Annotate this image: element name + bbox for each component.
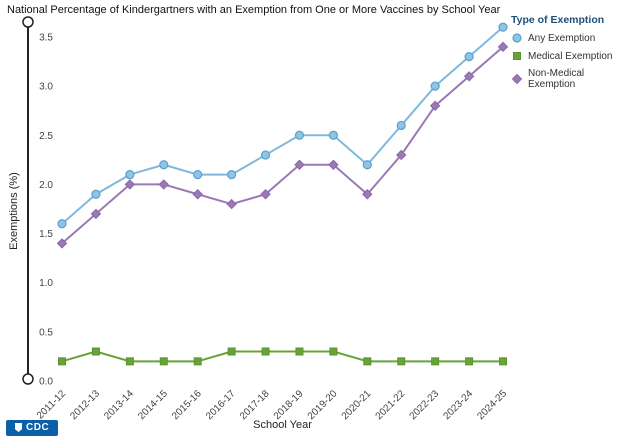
x-tick-label: 2014-15 — [136, 388, 170, 422]
y-tick-label: 1.5 — [39, 229, 53, 240]
data-point — [227, 170, 237, 180]
data-point — [260, 150, 271, 160]
data-point — [227, 347, 236, 356]
legend-title: Type of Exemption — [511, 14, 605, 26]
cdc-logo-text: CDC — [26, 422, 50, 433]
x-tick-label: 2020-21 — [340, 388, 374, 422]
data-point — [57, 219, 67, 229]
cdc-flag-icon — [15, 423, 22, 432]
data-point — [329, 347, 338, 356]
data-point — [125, 170, 135, 180]
data-point — [193, 170, 203, 180]
data-point — [91, 347, 100, 356]
data-point — [362, 160, 372, 170]
data-point — [328, 159, 339, 170]
data-point — [429, 100, 441, 112]
data-point — [158, 179, 169, 190]
circle-marker-icon — [512, 33, 522, 43]
data-point — [465, 357, 474, 366]
data-point — [295, 347, 304, 356]
data-point — [260, 189, 271, 200]
data-point — [497, 41, 509, 53]
x-tick-label: 2013-14 — [102, 388, 136, 422]
legend-item-medical-exemption[interactable]: Medical Exemption — [511, 50, 631, 62]
data-point — [193, 357, 202, 366]
data-point — [261, 347, 270, 356]
x-tick-label: 2015-16 — [170, 388, 204, 422]
slider-handle-bottom[interactable] — [22, 373, 34, 385]
data-point — [90, 208, 102, 220]
data-point — [362, 189, 373, 200]
data-point — [431, 357, 440, 366]
data-point — [498, 22, 508, 32]
series-line-0 — [61, 26, 504, 225]
y-tick-label: 2.0 — [39, 180, 53, 191]
slider-handle-top[interactable] — [22, 16, 34, 28]
legend-item-label: Non-Medical Exemption — [528, 68, 585, 90]
data-point — [363, 357, 372, 366]
legend-item-any-exemption[interactable]: Any Exemption — [511, 32, 631, 44]
legend-item-label: Medical Exemption — [528, 50, 613, 62]
x-tick-label: 2019-20 — [306, 388, 340, 422]
data-point — [396, 149, 407, 161]
x-tick-label: 2011-12 — [35, 388, 69, 422]
data-point — [499, 357, 507, 366]
data-point — [463, 71, 475, 82]
legend-item-non-medical-exemption[interactable]: Non-Medical Exemption — [511, 68, 631, 90]
y-tick-label: 0.5 — [39, 327, 53, 338]
data-point — [159, 357, 168, 366]
data-point — [430, 81, 440, 91]
data-point — [328, 130, 338, 140]
x-tick-label: 2022-23 — [408, 388, 442, 422]
series-line-1 — [61, 350, 503, 363]
x-tick-label: 2018-19 — [272, 388, 306, 422]
diamond-marker-icon — [511, 73, 523, 85]
x-tick-label: 2024-25 — [475, 388, 509, 422]
data-point — [125, 357, 134, 366]
x-axis-label: School Year — [253, 419, 312, 431]
y-tick-label: 2.5 — [39, 131, 53, 142]
y-tick-label: 3.5 — [39, 33, 53, 44]
x-tick-label: 2021-22 — [374, 388, 408, 422]
data-point — [91, 189, 101, 199]
y-tick-label: 3.0 — [39, 82, 53, 93]
data-point — [294, 130, 305, 140]
cdc-logo: CDC — [6, 420, 59, 436]
legend: Type of Exemption Any Exemption Medical E… — [511, 14, 631, 96]
y-tick-label: 1.0 — [39, 278, 53, 289]
series-line-2 — [61, 46, 504, 245]
data-point — [226, 198, 237, 210]
data-point — [396, 120, 406, 131]
legend-item-label: Any Exemption — [528, 32, 596, 44]
data-point — [464, 52, 474, 62]
data-point — [159, 160, 169, 170]
legend-items: Any Exemption Medical Exemption Non-Medica… — [511, 32, 631, 90]
y-axis-label: Exemptions (%) — [8, 172, 20, 250]
data-point — [124, 179, 136, 190]
data-point — [192, 189, 203, 200]
y-tick-label: 0.0 — [39, 377, 53, 388]
square-marker-icon — [513, 52, 521, 60]
x-tick-label: 2023-24 — [441, 388, 475, 422]
data-point — [397, 357, 406, 366]
y-axis-zoom-slider[interactable] — [22, 16, 34, 385]
data-point — [56, 238, 68, 249]
data-point — [294, 159, 305, 170]
x-tick-label: 2016-17 — [204, 388, 238, 422]
x-tick-label: 2017-18 — [238, 388, 272, 422]
chart-title: National Percentage of Kindergartners wi… — [7, 4, 501, 16]
x-tick-label: 2012-13 — [68, 388, 102, 422]
data-point — [58, 357, 66, 366]
